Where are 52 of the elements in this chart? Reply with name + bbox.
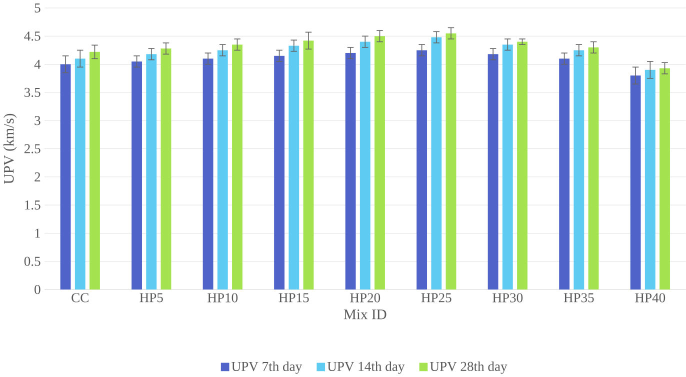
- bar: [517, 42, 528, 290]
- x-tick-label: HP40: [635, 293, 666, 303]
- y-tick-label: 5: [34, 4, 40, 13]
- bar: [374, 36, 385, 290]
- bar: [574, 50, 584, 290]
- bar: [660, 68, 670, 290]
- bar: [588, 48, 599, 290]
- x-tick-label: HP5: [140, 293, 163, 302]
- y-tick-label: 1: [35, 228, 40, 238]
- y-tick-label: 0: [34, 285, 40, 294]
- legend-label: UPV 14th day: [327, 362, 405, 374]
- bar: [60, 64, 71, 290]
- bar: [217, 50, 228, 290]
- bar: [345, 53, 356, 290]
- bar: [274, 56, 285, 290]
- bar: [502, 44, 513, 290]
- x-axis-title: Mix ID: [344, 310, 386, 320]
- bar: [488, 54, 498, 290]
- y-tick-label: 1.5: [25, 200, 40, 210]
- bar: [160, 48, 172, 290]
- bar: [416, 50, 428, 290]
- bar: [90, 52, 100, 290]
- bar: [630, 76, 641, 290]
- y-tick-label: 2.5: [24, 144, 40, 154]
- bar: [446, 34, 456, 290]
- bar: [431, 37, 442, 290]
- y-axis-title: UPV (km/s): [3, 114, 17, 184]
- x-tick-label: HP25: [421, 293, 452, 302]
- legend-label: UPV 7th day: [232, 362, 302, 374]
- y-tick-label: 2: [34, 172, 40, 182]
- y-tick-label: 0.5: [24, 256, 40, 266]
- x-tick-label: HP35: [564, 293, 594, 302]
- y-tick-label: 3: [34, 116, 40, 126]
- x-tick-label: HP20: [350, 293, 380, 303]
- y-tick-label: 3.5: [24, 88, 40, 98]
- bar: [303, 40, 314, 290]
- bar: [132, 62, 142, 290]
- legend-label: UPV 28th day: [430, 362, 508, 374]
- bar: [232, 44, 242, 290]
- bar: [559, 58, 570, 290]
- x-tick-label: HP15: [278, 293, 309, 302]
- x-tick-label: CC: [72, 293, 88, 302]
- bar: [74, 58, 86, 290]
- bar: [202, 58, 214, 290]
- bar: [360, 42, 370, 290]
- bar: [288, 46, 300, 290]
- y-tick-label: 4.5: [24, 32, 40, 41]
- bar: [146, 54, 157, 290]
- bar: [644, 70, 656, 290]
- x-tick-label: HP10: [208, 293, 238, 303]
- y-tick-label: 4: [34, 60, 41, 69]
- x-tick-label: HP30: [492, 293, 523, 303]
